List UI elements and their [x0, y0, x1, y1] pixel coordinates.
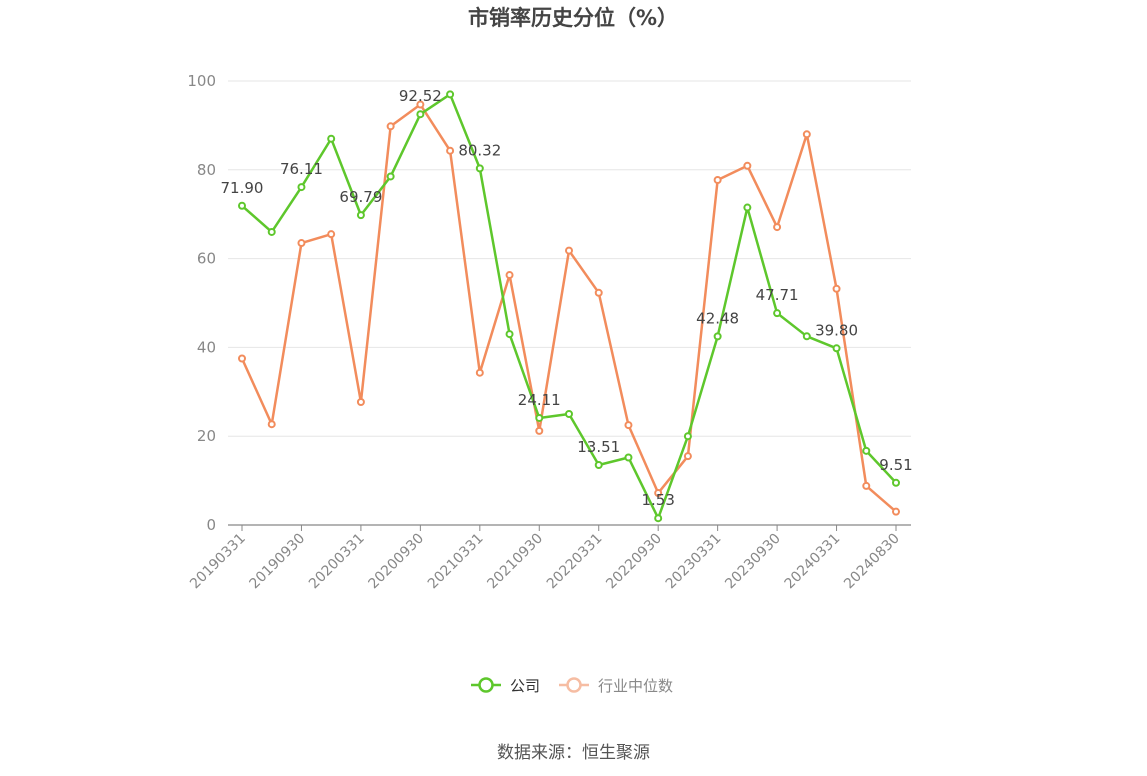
series-1-point	[536, 428, 542, 434]
x-tick-label: 20190930	[247, 531, 309, 593]
series-1-point	[685, 453, 691, 459]
series-0-point	[417, 111, 423, 117]
x-tick-label: 20220331	[544, 531, 606, 593]
x-tick-label: 20210331	[425, 531, 487, 593]
y-tick-label: 40	[197, 338, 216, 356]
data-label: 47.71	[756, 286, 799, 304]
series-0-point	[507, 331, 513, 337]
chart-title: 市销率历史分位（%）	[468, 6, 678, 30]
data-label: 69.79	[339, 188, 382, 206]
series-0-point	[863, 448, 869, 454]
series-1-point	[774, 224, 780, 230]
series-1-point	[863, 483, 869, 489]
series-1-point	[507, 272, 513, 278]
series-0-point	[328, 136, 334, 142]
series-0-point	[358, 212, 364, 218]
data-label: 1.53	[641, 491, 674, 509]
y-axis-ticks: 0 20 40 60 80 100	[187, 72, 216, 534]
series-0-point	[625, 455, 631, 461]
data-label: 42.48	[696, 309, 739, 327]
legend: 公司 行业中位数	[471, 677, 673, 695]
x-tick-label: 20230930	[722, 531, 784, 593]
series-1-point	[239, 356, 245, 362]
data-label: 39.80	[815, 321, 858, 339]
series-0-point	[715, 333, 721, 339]
y-tick-label: 60	[197, 250, 216, 268]
series-0-point	[744, 205, 750, 211]
series-1-point	[298, 240, 304, 246]
x-tick-label: 20220930	[603, 531, 665, 593]
series-1-point	[358, 399, 364, 405]
series-1-point	[388, 123, 394, 129]
series-0-point	[804, 333, 810, 339]
series-layer	[239, 91, 899, 521]
legend-marker-1	[568, 679, 581, 692]
series-1-point	[834, 286, 840, 292]
series-0-point	[685, 433, 691, 439]
series-line-1	[242, 105, 896, 512]
y-tick-label: 0	[206, 516, 216, 534]
series-0-point	[893, 480, 899, 486]
x-tick-label: 20240830	[841, 531, 903, 593]
series-1-point	[744, 163, 750, 169]
x-tick-label: 20200930	[365, 531, 427, 593]
data-label: 92.52	[399, 87, 442, 105]
series-1-point	[893, 509, 899, 515]
series-1-point	[596, 290, 602, 296]
series-0-point	[774, 310, 780, 316]
source-note: 数据来源：恒生聚源	[0, 738, 1147, 763]
series-line-0	[242, 94, 896, 518]
y-tick-label: 80	[197, 161, 216, 179]
series-0-point	[566, 411, 572, 417]
series-1-point	[447, 148, 453, 154]
series-1-point	[269, 421, 275, 427]
x-tick-label: 20210930	[484, 531, 546, 593]
series-0-point	[655, 515, 661, 521]
data-label: 24.11	[518, 391, 561, 409]
legend-label-1: 行业中位数	[598, 677, 673, 695]
series-1-point	[715, 177, 721, 183]
series-1-point	[477, 370, 483, 376]
x-tick-label: 20240331	[782, 531, 844, 593]
series-0-point	[239, 203, 245, 209]
series-0-point	[834, 345, 840, 351]
series-0-point	[269, 229, 275, 235]
series-1-point	[328, 231, 334, 237]
data-label: 9.51	[879, 456, 912, 474]
y-tick-label: 20	[197, 427, 216, 445]
series-0-point	[298, 184, 304, 190]
series-0-point	[388, 173, 394, 179]
series-0-point	[596, 462, 602, 468]
data-label: 80.32	[458, 141, 501, 159]
series-0-point	[477, 165, 483, 171]
data-label: 76.11	[280, 160, 323, 178]
series-1-point	[804, 131, 810, 137]
x-tick-label: 20190331	[187, 531, 249, 593]
series-1-point	[625, 422, 631, 428]
x-axis: 2019033120190930202003312020093020210331…	[187, 525, 911, 592]
series-0-point	[447, 91, 453, 97]
x-tick-label: 20230331	[663, 531, 725, 593]
data-label: 13.51	[577, 438, 620, 456]
y-tick-label: 100	[187, 72, 216, 90]
series-1-point	[566, 248, 572, 254]
x-tick-label: 20200331	[306, 531, 368, 593]
data-label: 71.90	[221, 179, 264, 197]
legend-label-0: 公司	[510, 677, 540, 695]
series-0-point	[536, 415, 542, 421]
legend-marker-0	[480, 679, 493, 692]
